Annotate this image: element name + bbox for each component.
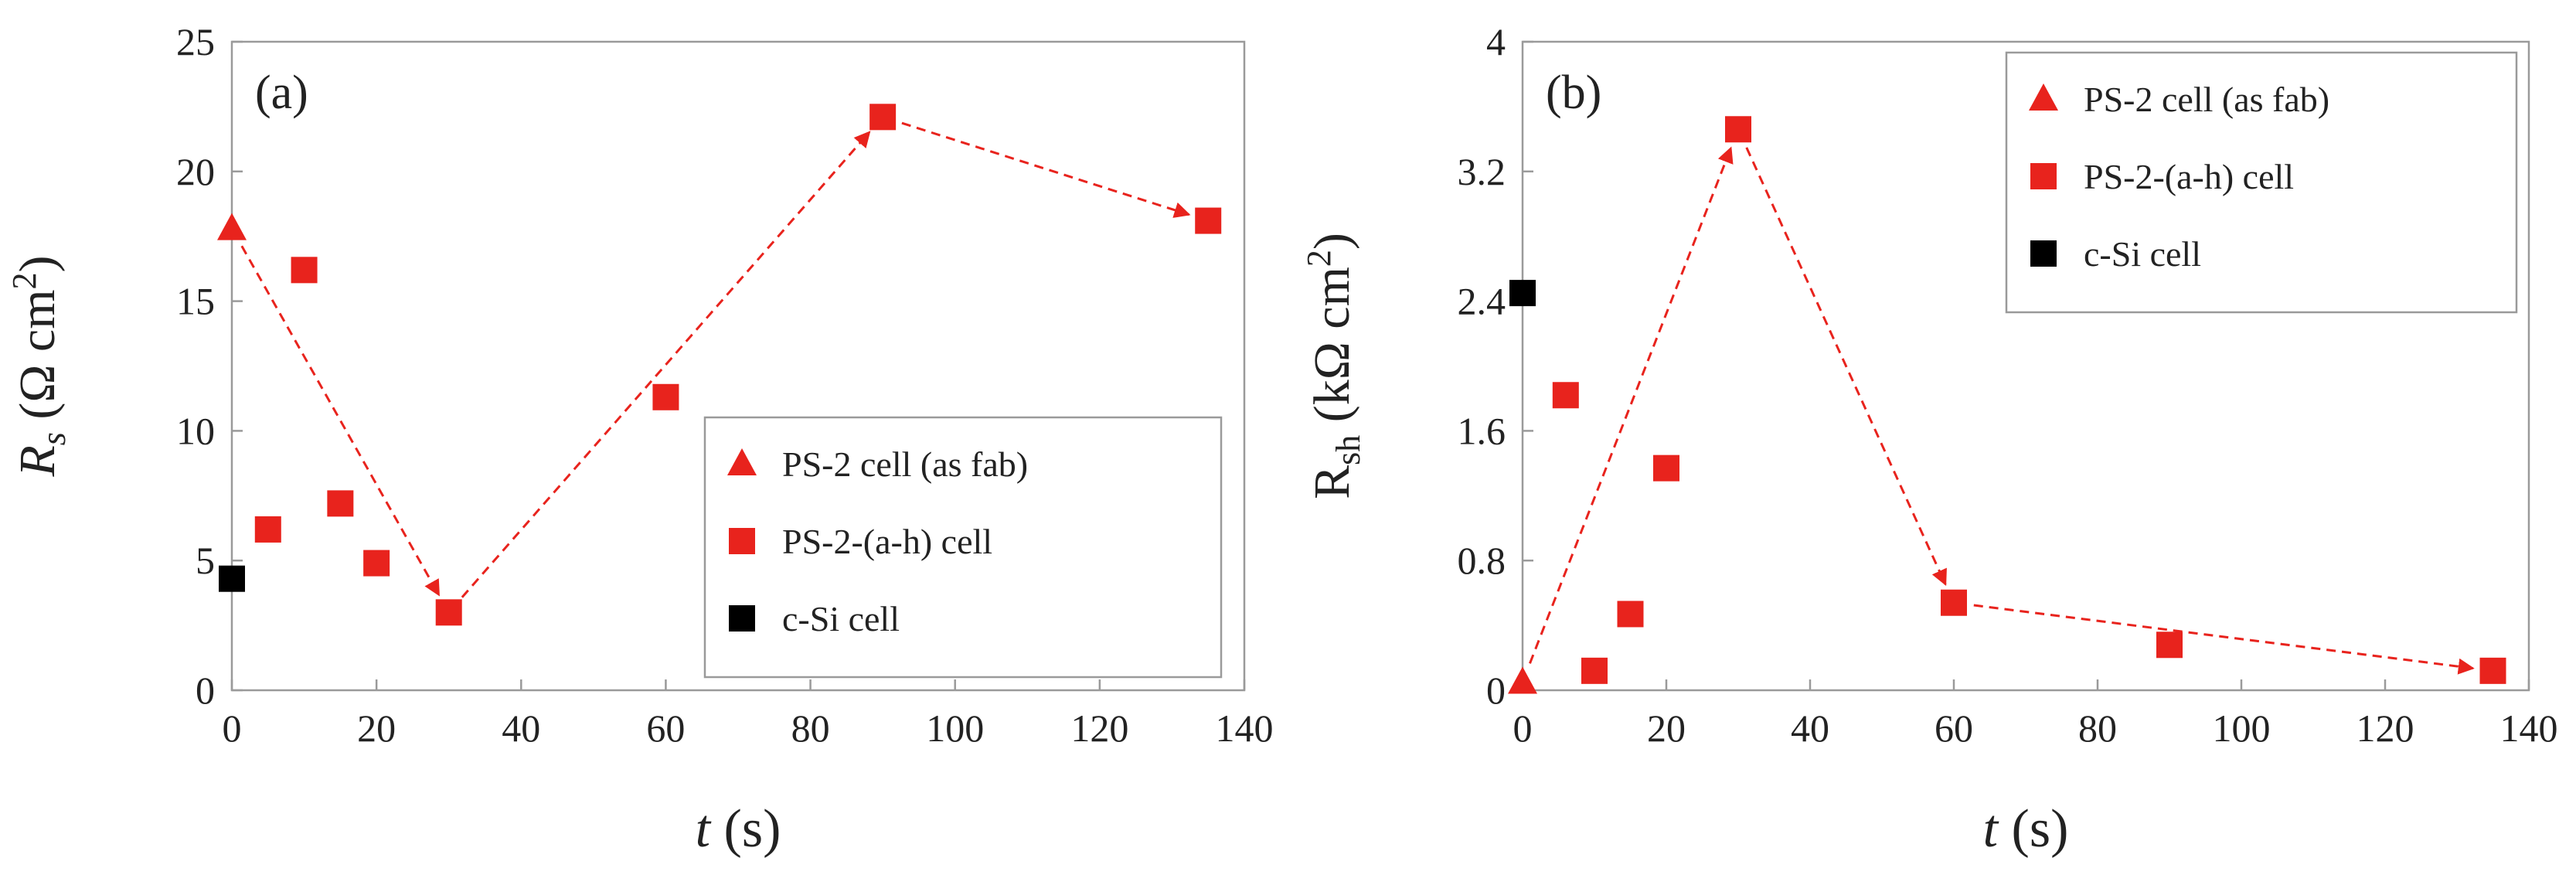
legend-label: PS-2-(a-h) cell <box>782 522 992 561</box>
x-tick-label: 0 <box>1513 706 1533 750</box>
data-point-square <box>363 550 390 577</box>
x-tick-label: 100 <box>2213 706 2271 750</box>
x-tick-label: 20 <box>357 706 396 750</box>
data-point-square <box>291 257 318 284</box>
plot-area-frame <box>230 40 1246 692</box>
x-tick-label: 140 <box>1216 706 1274 750</box>
x-axis-label: t (s) <box>696 799 781 859</box>
y-tick-label: 3.2 <box>1458 150 1506 193</box>
x-tick-label: 40 <box>502 706 540 750</box>
y-tick-label: 2.4 <box>1458 280 1506 323</box>
trend-arrow <box>1973 604 2475 675</box>
data-point-square <box>2479 657 2506 684</box>
x-tick-label: 40 <box>1791 706 1829 750</box>
legend-label: PS-2-(a-h) cell <box>2084 157 2294 196</box>
data-point-square <box>254 516 281 543</box>
legend-box <box>2005 51 2518 314</box>
trend-arrow <box>901 121 1191 218</box>
data-point-square <box>869 104 897 131</box>
x-tick-label: 20 <box>1647 706 1686 750</box>
panel-label: (a) <box>255 66 308 119</box>
trend-arrow <box>240 245 441 597</box>
data-point-square <box>1195 207 1222 234</box>
y-tick-label: 15 <box>176 280 215 323</box>
legend-label: PS-2 cell (as fab) <box>782 444 1028 484</box>
y-tick-label: 0.8 <box>1458 539 1506 582</box>
chart-panel-a: 0 5 10 15 20 25 0 20 40 60 80 100 120 140 (a) PS-2 cell… <box>5 20 1274 859</box>
x-tick-label: 60 <box>646 706 685 750</box>
panel-label: (b) <box>1546 66 1601 119</box>
data-point-square <box>1653 455 1679 482</box>
trend-arrow <box>1745 147 1947 586</box>
x-tick-label: 80 <box>791 706 830 750</box>
data-point-square <box>1552 382 1579 409</box>
chart-panel-b: 00.81.62.43.240 20 40 60 80 100 120 140(b) PS-2 … <box>1300 20 2558 859</box>
data-point-black-square <box>1509 280 1536 307</box>
y-tick-label: 20 <box>176 150 215 193</box>
data-point-square <box>1617 601 1644 628</box>
x-tick-label: 120 <box>1070 706 1128 750</box>
y-tick-label: 10 <box>176 409 215 452</box>
y-axis-label: Rs (Ω cm2) <box>5 255 73 477</box>
legend-label: c-Si cell <box>782 599 900 638</box>
data-point-triangle <box>217 213 247 240</box>
legend-marker-square <box>729 605 755 632</box>
legend-label: c-Si cell <box>2084 234 2201 274</box>
plot-area-frame <box>1521 40 2530 692</box>
data-point-square <box>2156 632 2183 659</box>
x-tick-label: 140 <box>2500 706 2558 750</box>
y-axis-label: Rsh (kΩ cm2) <box>1300 233 1367 499</box>
data-point-square <box>1581 657 1608 684</box>
legend-marker-square <box>2030 240 2057 267</box>
y-tick-label: 0 <box>1486 669 1506 712</box>
data-point-black-square <box>219 565 245 592</box>
x-tick-label: 100 <box>926 706 984 750</box>
y-tick-label: 5 <box>196 539 215 582</box>
legend-marker-triangle <box>2029 83 2058 111</box>
data-point-square <box>1725 116 1751 143</box>
y-tick-label: 4 <box>1486 20 1506 63</box>
x-tick-label: 60 <box>1935 706 1973 750</box>
x-tick-label: 120 <box>2357 706 2414 750</box>
x-tick-label: 0 <box>223 706 242 750</box>
data-point-square <box>1941 589 1967 616</box>
legend-marker-triangle <box>727 448 757 475</box>
y-tick-label: 25 <box>176 20 215 63</box>
x-tick-label: 80 <box>2078 706 2117 750</box>
x-axis-label: t (s) <box>1983 799 2069 859</box>
y-tick-label: 1.6 <box>1458 409 1506 452</box>
legend-marker-square <box>729 528 755 554</box>
data-point-triangle <box>1508 666 1537 694</box>
legend-marker-square <box>2030 163 2057 189</box>
data-point-square <box>652 383 679 410</box>
data-point-square <box>435 599 462 626</box>
trend-arrow <box>461 131 871 598</box>
legend-label: PS-2 cell (as fab) <box>2084 80 2329 119</box>
data-point-square <box>327 490 354 517</box>
legend-box <box>703 416 1223 679</box>
y-tick-label: 0 <box>196 669 215 712</box>
